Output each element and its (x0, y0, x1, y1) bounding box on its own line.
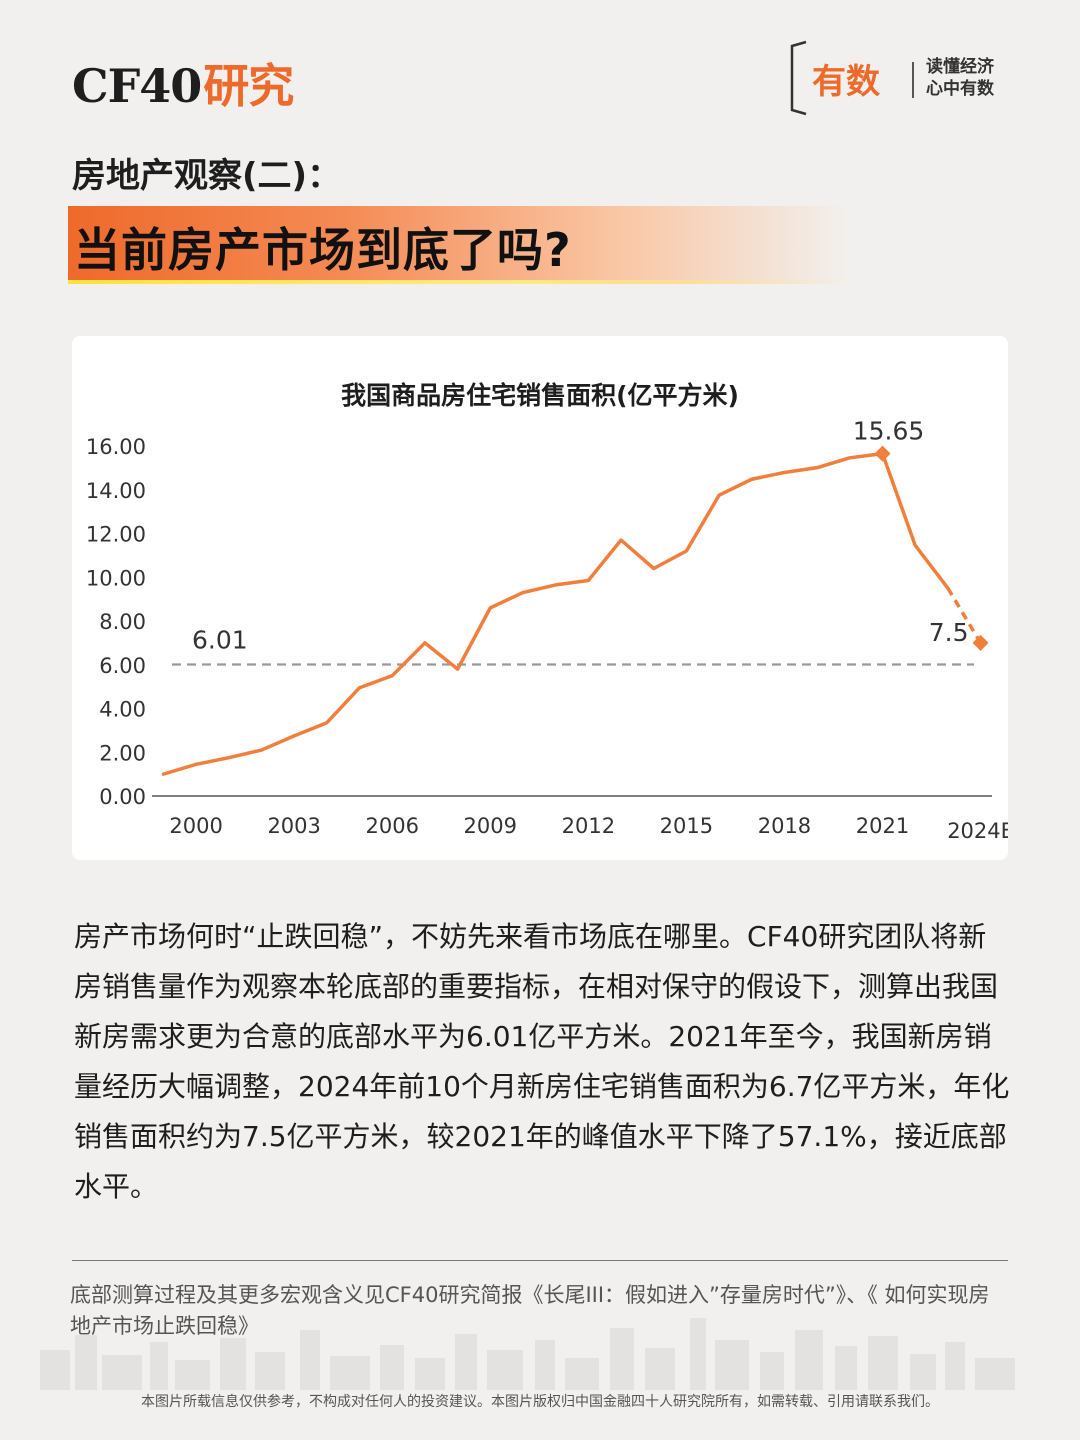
y-tick-label: 6.00 (99, 654, 146, 678)
logo-main-text: 有数 (812, 62, 880, 102)
y-tick-label: 16.00 (86, 435, 146, 459)
youshu-logo: 有数 读懂经济 心中有数 (788, 40, 1028, 116)
x-tick-label: 2015 (660, 814, 713, 838)
x-tick-label: 2021 (856, 814, 909, 838)
projection-marker (972, 634, 989, 651)
brand-cf40: CF40 (72, 59, 202, 113)
x-tick-label: 2012 (562, 814, 615, 838)
line-chart: 0.00 2.00 4.00 6.00 8.00 10.00 12.00 14.00 16.00… (86, 417, 1008, 843)
x-tick-label: 2006 (366, 814, 419, 838)
logo-bracket-icon (790, 40, 807, 116)
y-tick-label: 4.00 (99, 698, 146, 722)
y-tick-label: 14.00 (86, 479, 146, 503)
page-subtitle: 房地产观察(二)： (72, 156, 342, 196)
brand-logo: CF40研究 (72, 50, 294, 116)
y-tick-label: 0.00 (99, 785, 146, 809)
page-title: 当前房产市场到底了吗? (74, 223, 572, 277)
chart-title: 我国商品房住宅销售面积(亿平方米) (341, 381, 739, 410)
logo-subtext: 读懂经济 心中有数 (926, 56, 994, 100)
reference-line-label: 6.01 (192, 626, 248, 655)
peak-marker (874, 445, 891, 462)
footer-divider (72, 1260, 1008, 1261)
reference-note: 底部测算过程及其更多宏观含义见CF40研究简报《长尾III：假如进入”存量房时代… (70, 1283, 990, 1338)
logo-sub-line1: 读懂经济 (926, 57, 994, 77)
brand-yanjiu: 研究 (203, 59, 294, 113)
projection-label: 7.5 (929, 618, 969, 647)
projection-line (946, 587, 983, 644)
disclaimer-text: 本图片所载信息仅供参考，不构成对任何人的投资建议。本图片版权归中国金融四十人研究… (141, 1394, 939, 1410)
body-paragraph: 房产市场何时“止跌回稳”，不妨先来看市场底在哪里。CF40研究团队将新房销售量作… (74, 920, 1010, 1203)
x-tick-label: 2009 (464, 814, 517, 838)
y-tick-label: 8.00 (99, 610, 146, 634)
logo-divider (912, 62, 914, 98)
y-tick-label: 10.00 (86, 566, 146, 590)
series-line (161, 451, 950, 776)
y-tick-label: 12.00 (86, 523, 146, 547)
chart-card: 我国商品房住宅销售面积(亿平方米) 0.00 2.00 4.00 6.00 8.00 10… (72, 336, 1008, 860)
x-tick-label: 2003 (267, 814, 320, 838)
y-tick-label: 2.00 (99, 741, 146, 765)
x-tick-label: 2000 (169, 814, 222, 838)
x-tick-label: 2018 (758, 814, 811, 838)
x-tick-label: 2024E (947, 819, 1008, 843)
logo-sub-line2: 心中有数 (926, 79, 994, 99)
city-skyline-icon (40, 1318, 1015, 1390)
title-highlight-band (68, 206, 848, 284)
peak-label: 15.65 (853, 417, 925, 446)
